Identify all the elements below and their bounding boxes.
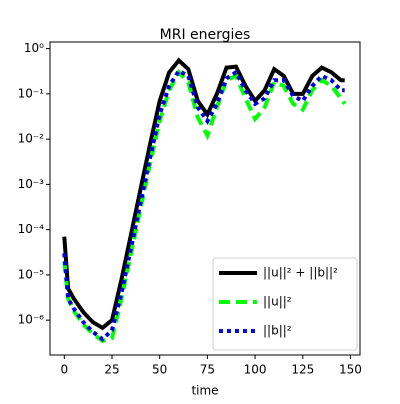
chart-title: MRI energies (160, 27, 251, 43)
x-tick-label: 25 (104, 363, 119, 377)
series-line (62, 68, 345, 342)
y-tick-label: 10⁻⁵ (18, 267, 45, 281)
legend-label: ||u||² + ||b||² (263, 266, 338, 280)
y-tick-label: 10⁻¹ (18, 86, 45, 100)
legend-label: ||b||² (263, 324, 292, 338)
y-tick-label: 10⁻⁶ (18, 313, 45, 327)
x-axis-label: time (191, 384, 218, 398)
x-tick-label: 75 (200, 363, 215, 377)
x-tick-label: 100 (244, 363, 267, 377)
y-tick-label: 10⁻³ (18, 177, 45, 191)
legend-box (212, 257, 358, 351)
plot-frame (49, 41, 361, 356)
x-tick-label: 50 (152, 363, 167, 377)
x-tick-label: 125 (291, 363, 314, 377)
legend-label: ||u||² (263, 295, 292, 309)
series-line (62, 57, 345, 331)
y-tick-label: 10⁰ (24, 41, 44, 55)
y-tick-label: 10⁻⁴ (18, 222, 45, 236)
x-tick-label: 150 (339, 363, 362, 377)
y-tick-label: 10⁻² (18, 132, 45, 146)
x-tick-label: 0 (60, 363, 68, 377)
